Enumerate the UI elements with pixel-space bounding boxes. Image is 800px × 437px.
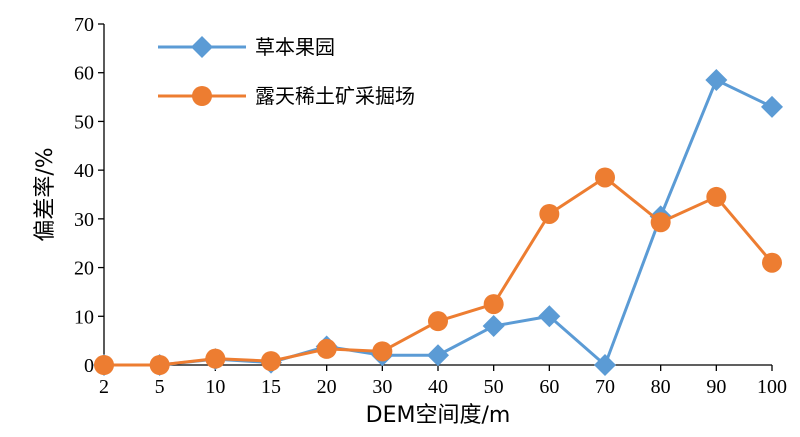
y-ticks: 0 10 20 30 40 50 60 70 xyxy=(74,14,104,377)
legend-item: 草本果园 xyxy=(158,35,335,59)
diamond-marker xyxy=(427,344,449,367)
diamond-marker xyxy=(594,354,616,376)
x-tick-label: 70 xyxy=(595,376,615,398)
circle-marker xyxy=(539,203,560,224)
x-tick-label: 5 xyxy=(155,376,165,398)
y-tick-label: 0 xyxy=(84,355,94,377)
legend-marker xyxy=(192,86,212,106)
diamond-marker xyxy=(538,305,561,328)
x-axis-title: DEM空间度/m xyxy=(366,403,511,428)
legend-label: 草本果园 xyxy=(255,35,335,59)
circle-marker xyxy=(94,355,114,375)
y-tick-label: 20 xyxy=(74,258,94,280)
axes: 0 10 20 30 40 50 60 70 2 5 10 15 20 30 40 50 60 70 80 90 10… xyxy=(74,14,787,398)
x-tick-label: 10 xyxy=(205,376,225,398)
x-ticks: 2 5 10 15 20 30 40 50 60 70 80 90 100 xyxy=(99,365,787,398)
x-tick-label: 20 xyxy=(317,376,337,398)
circle-marker xyxy=(706,186,727,207)
circle-marker xyxy=(650,212,671,233)
y-tick-label: 40 xyxy=(74,160,94,182)
y-tick-label: 30 xyxy=(74,209,94,231)
y-tick-label: 70 xyxy=(74,14,94,36)
x-tick-label: 30 xyxy=(372,376,392,398)
x-tick-label: 60 xyxy=(539,376,559,398)
x-tick-label: 80 xyxy=(651,376,671,398)
y-tick-label: 10 xyxy=(74,306,94,328)
diamond-marker xyxy=(482,315,505,338)
y-tick-label: 60 xyxy=(74,63,94,85)
circle-marker xyxy=(483,294,504,315)
circle-marker xyxy=(428,311,448,332)
diamond-marker xyxy=(761,95,783,118)
x-tick-label: 2 xyxy=(99,376,109,398)
diamond-marker xyxy=(705,69,728,92)
circle-marker xyxy=(261,351,281,372)
series-2 xyxy=(94,167,782,375)
y-axis-title: 偏差率/% xyxy=(33,147,58,241)
circle-marker xyxy=(205,348,226,369)
circle-marker xyxy=(595,167,615,188)
circle-marker xyxy=(316,338,337,359)
x-tick-label: 40 xyxy=(428,376,448,398)
x-tick-label: 50 xyxy=(484,376,504,398)
series-line xyxy=(104,175,774,367)
circle-marker xyxy=(762,252,782,273)
legend-label: 露天稀土矿采掘场 xyxy=(255,84,415,108)
circle-marker xyxy=(372,341,393,362)
x-tick-label: 90 xyxy=(706,376,726,398)
y-tick-label: 50 xyxy=(74,111,94,133)
legend-marker xyxy=(191,36,213,58)
circle-marker xyxy=(149,355,170,375)
x-tick-label: 100 xyxy=(757,376,787,398)
legend-item: 露天稀土矿采掘场 xyxy=(158,84,415,108)
x-tick-label: 15 xyxy=(261,376,281,398)
series-layer xyxy=(93,69,783,376)
